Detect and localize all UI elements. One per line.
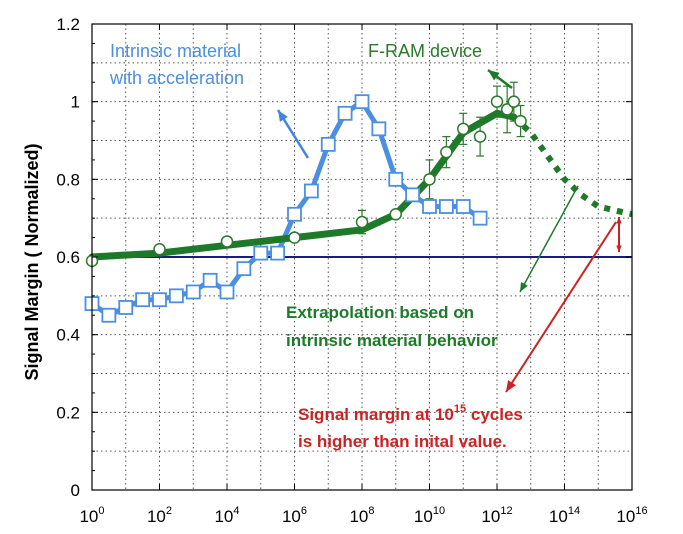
extrapolation-label-line-2: intrinsic material behavior (286, 331, 498, 350)
intrinsic-point (152, 292, 167, 308)
intrinsic-point (168, 288, 184, 304)
x-tick-label: 1016 (616, 505, 647, 526)
axes: 0 0.2 0.4 0.6 0.8 1 1.2 100 102 104 106 108 1010 1012… (56, 15, 647, 526)
y-tick-label: 1 (71, 93, 80, 112)
fram-point (507, 95, 521, 108)
annotation-text: Intrinsic material with acceleration F-RAM… (109, 41, 523, 451)
y-tick-label: 1.2 (56, 15, 80, 34)
intrinsic-point (185, 284, 201, 300)
intrinsic-point (202, 272, 218, 288)
fram-point (220, 235, 234, 248)
x-tick-label: 104 (214, 505, 239, 526)
intrinsic-point (219, 284, 235, 300)
y-tick-label: 0.8 (56, 170, 80, 189)
intrinsic-point (270, 245, 286, 261)
annotation-arrows (276, 69, 622, 393)
fram-point (389, 208, 402, 221)
fram-point (153, 242, 166, 256)
signal-margin-arrow (505, 221, 617, 393)
extrapolation-label-line-1: Extrapolation based on (286, 303, 474, 322)
x-tick-label: 1010 (414, 505, 445, 526)
fram-point (490, 95, 504, 108)
x-tick-label: 1014 (549, 505, 580, 526)
intrinsic-point (320, 136, 336, 152)
signal-margin-label-line-1: Signal margin at 1015 cycles (298, 403, 523, 424)
fram-point (500, 103, 514, 116)
y-tick-label: 0.4 (56, 326, 80, 345)
x-tick-label: 102 (147, 505, 172, 526)
signal-margin-arrow-head (506, 380, 516, 392)
intrinsic-point (303, 183, 319, 199)
y-axis-title: Signal Margin ( Normalized) (22, 143, 42, 380)
fram-arrow-head (488, 70, 500, 81)
intrinsic-point (388, 171, 404, 187)
x-tick-label: 100 (79, 505, 104, 526)
extrapolation-arrow (519, 185, 579, 293)
signal-margin-label-line-2: is higher than inital value. (298, 432, 507, 451)
y-tick-label: 0.2 (56, 403, 80, 422)
intrinsic-point (354, 94, 370, 110)
intrinsic-point (371, 121, 387, 137)
extrapolation-arrow-head (520, 282, 528, 292)
y-tick-label: 0.6 (56, 248, 80, 267)
series-layer (84, 81, 633, 323)
intrinsic-point (101, 307, 117, 323)
intrinsic-point (236, 261, 252, 277)
x-tick-label: 106 (282, 505, 307, 526)
intrinsic-point (135, 292, 151, 308)
fram-point (355, 215, 369, 229)
intrinsic-point (287, 206, 302, 222)
delta-arrow-head (616, 217, 622, 224)
intrinsic-point (118, 300, 134, 315)
delta-arrow-head (616, 245, 622, 252)
intrinsic-point (438, 199, 454, 214)
fram-point (514, 114, 527, 128)
intrinsic-arrow-head (278, 110, 288, 122)
fram-point (440, 145, 453, 159)
intrinsic-point (405, 187, 421, 203)
intrinsic-label-line-2: with acceleration (109, 68, 244, 88)
x-tick-label: 1012 (481, 505, 512, 526)
fram-label-line-1: F-RAM device (368, 41, 482, 61)
y-tick-label: 0 (71, 481, 80, 500)
fram-point (288, 231, 301, 244)
intrinsic-label-line-1: Intrinsic material (110, 41, 241, 61)
series-line-extrapolation (511, 114, 633, 218)
intrinsic-point (337, 105, 353, 121)
intrinsic-point (472, 210, 488, 226)
fram-point (423, 173, 436, 186)
fram-point (473, 130, 487, 143)
x-tick-label: 108 (349, 505, 374, 526)
fram-point (457, 122, 470, 136)
intrinsic-point (253, 245, 269, 261)
intrinsic-point (455, 199, 471, 214)
intrinsic-point (422, 199, 437, 214)
